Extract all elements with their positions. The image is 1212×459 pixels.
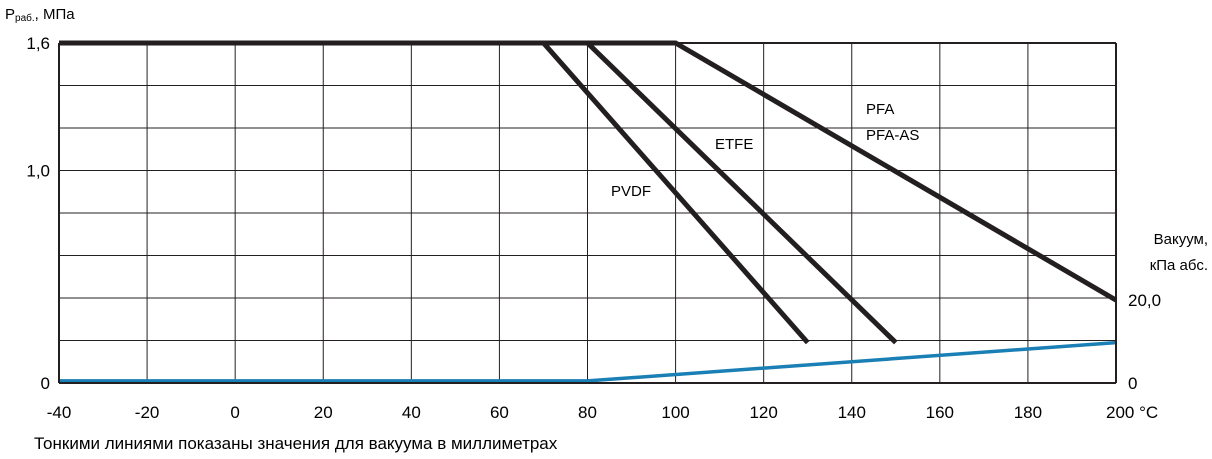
right-tick-label: 0 <box>1128 374 1137 393</box>
series-label-pvdf: PVDF <box>611 183 651 200</box>
x-tick-label: 120 <box>749 403 777 422</box>
x-tick-label: -20 <box>135 403 160 422</box>
series-label-pfa: PFA <box>866 101 894 118</box>
x-tick-label: 140 <box>838 403 866 422</box>
y-tick-labels: 1,6 1,0 0 <box>26 34 50 393</box>
y-tick-label: 0 <box>41 374 50 393</box>
y-tick-label: 1,6 <box>26 34 50 53</box>
right-axis-title-line1: Вакуум, <box>1154 231 1208 248</box>
chart-note: Тонкими линиями показаны значения для ва… <box>34 434 558 453</box>
right-tick-label: 20,0 <box>1128 291 1161 310</box>
x-tick-label: 160 <box>926 403 954 422</box>
y-axis-title: Pраб., МПа <box>5 6 75 24</box>
series-label-pfa-as: PFA-AS <box>866 127 919 144</box>
x-tick-label: 0 <box>230 403 239 422</box>
x-tick-label: 180 <box>1014 403 1042 422</box>
x-tick-label: 20 <box>314 403 333 422</box>
x-tick-label: 100 <box>661 403 689 422</box>
series-label-etfe: ETFE <box>715 136 753 153</box>
x-tick-label: 60 <box>490 403 509 422</box>
x-tick-label: 80 <box>578 403 597 422</box>
y-tick-label: 1,0 <box>26 162 50 181</box>
x-tick-labels: -40 -20 0 20 40 60 80 100 120 140 160 180 200 °C <box>47 403 1158 422</box>
x-tick-label: 40 <box>402 403 421 422</box>
right-axis-title-line2: кПа абс. <box>1150 257 1208 274</box>
x-tick-label: -40 <box>47 403 72 422</box>
right-tick-labels: 20,00 <box>1128 291 1161 393</box>
x-tick-label: 200 °C <box>1106 403 1158 422</box>
